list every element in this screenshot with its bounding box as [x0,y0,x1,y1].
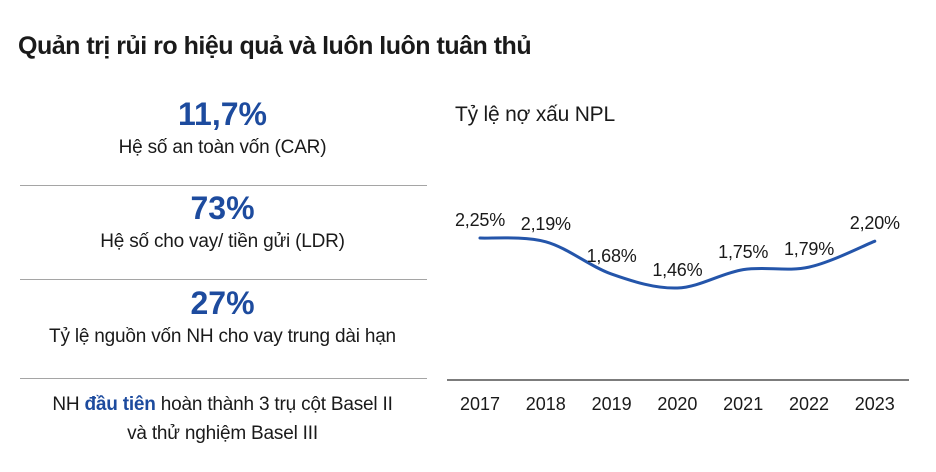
stat-ldr-label: Hệ số cho vay/ tiền gửi (LDR) [100,231,345,252]
x-axis-label: 2023 [854,394,895,414]
basel-note-rest: hoàn thành 3 trụ cột Basel II [155,394,393,415]
data-label: 1,68% [586,246,637,267]
divider [20,185,427,186]
stat-car-label: Hệ số an toàn vốn (CAR) [118,137,327,158]
x-axis-label: 2019 [591,394,632,414]
stat-car: 11,7% Hệ số an toàn vốn (CAR) [0,96,445,160]
x-axis-label: 2021 [723,394,764,414]
stat-ldr: 73% Hệ số cho vay/ tiền gửi (LDR) [0,190,445,254]
page-title: Quản trị rủi ro hiệu quả và luôn luôn tu… [18,31,532,60]
data-label: 2,25% [454,210,506,230]
chart-title: Tỷ lệ nợ xấu NPL [455,103,615,126]
x-axis-label: 2022 [788,394,830,414]
data-label: 2,19% [520,213,571,234]
divider [20,378,427,379]
basel-note: NH đầu tiên hoàn thành 3 trụ cột Basel I… [0,390,445,448]
divider [20,279,427,280]
basel-note-prefix: NH [52,394,85,415]
basel-note-line2: và thử nghiệm Basel III [127,423,318,444]
stat-mlt-funding-label: Tỷ lệ nguồn vốn NH cho vay trung dài hạn [49,326,396,347]
x-axis-label: 2017 [459,394,501,414]
data-label: 1,46% [652,260,703,280]
x-axis-line [447,379,909,381]
data-label: 1,79% [783,239,835,260]
x-axis-label: 2018 [525,394,566,414]
x-axis-label: 2020 [657,394,698,414]
stat-ldr-value: 73% [190,190,255,226]
stat-car-value: 11,7% [178,96,267,132]
stat-mlt-funding-value: 27% [190,285,255,321]
basel-note-highlight: đầu tiên [84,394,156,415]
kpi-column: 11,7% Hệ số an toàn vốn (CAR) 73% Hệ số … [0,0,445,472]
data-label: 1,75% [718,241,769,262]
data-label: 2,20% [849,213,900,234]
stat-mlt-funding: 27% Tỷ lệ nguồn vốn NH cho vay trung dài… [0,285,445,349]
